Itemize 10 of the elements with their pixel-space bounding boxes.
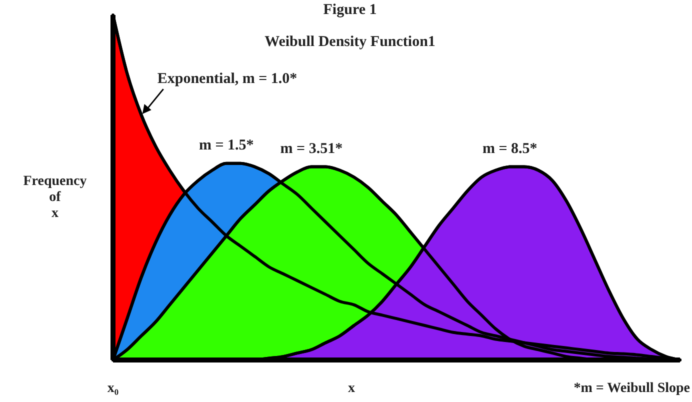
text: Weibull Density Function1	[264, 34, 436, 50]
text: *m = Weibull Slope	[574, 381, 690, 396]
chart-title: Figure 1	[323, 2, 377, 18]
series-label: m = 1.5*	[199, 137, 254, 154]
y-axis-title: Frequency of x	[23, 174, 87, 221]
series-label: m = 3.51*	[280, 140, 343, 157]
series-label: Exponential, m = 1.0*	[157, 71, 298, 88]
series-label: m = 8.5*	[482, 140, 538, 157]
x-axis-title: x	[348, 381, 355, 396]
text: x₀	[107, 381, 119, 396]
